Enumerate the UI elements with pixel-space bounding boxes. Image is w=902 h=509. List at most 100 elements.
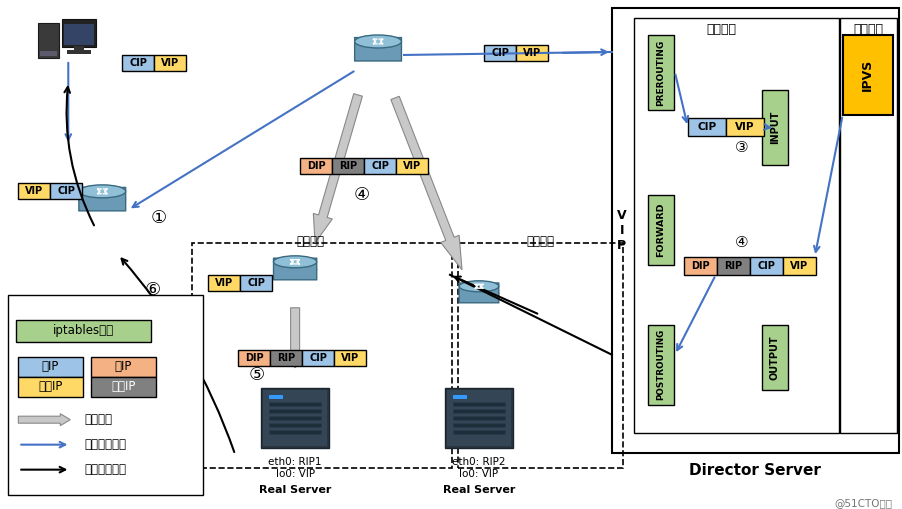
Bar <box>687 118 725 136</box>
Bar <box>269 409 320 413</box>
Text: VIP: VIP <box>789 261 807 271</box>
Bar <box>16 320 151 342</box>
Bar <box>761 90 787 165</box>
Bar <box>18 357 83 377</box>
Bar <box>445 388 512 448</box>
Text: ①: ① <box>150 209 166 227</box>
Text: ⑥: ⑥ <box>144 281 161 299</box>
Ellipse shape <box>273 264 317 276</box>
Bar <box>453 430 504 435</box>
Text: V
I
P: V I P <box>616 209 626 252</box>
Ellipse shape <box>459 288 498 299</box>
Bar <box>515 45 548 61</box>
Text: iptables的链: iptables的链 <box>53 324 115 337</box>
Bar <box>51 183 82 199</box>
Text: VIP: VIP <box>402 161 420 171</box>
Bar <box>67 50 91 54</box>
Text: 隧道流向: 隧道流向 <box>84 413 112 426</box>
Text: eth0: RIP2: eth0: RIP2 <box>452 457 505 467</box>
Bar <box>122 55 154 71</box>
Bar <box>612 8 897 453</box>
Bar <box>74 46 84 51</box>
Ellipse shape <box>273 256 317 268</box>
Text: CIP: CIP <box>757 261 774 271</box>
Text: VIP: VIP <box>215 278 233 288</box>
Bar <box>240 275 272 291</box>
Bar <box>299 158 332 174</box>
Bar <box>453 409 504 413</box>
Text: CIP: CIP <box>129 58 147 68</box>
Bar <box>647 325 673 405</box>
Bar <box>647 35 673 110</box>
Bar <box>302 350 334 366</box>
Bar <box>396 158 428 174</box>
Text: 响应报文流向: 响应报文流向 <box>84 463 126 476</box>
Text: CIP: CIP <box>247 278 265 288</box>
Bar <box>633 18 838 433</box>
Text: VIP: VIP <box>734 122 754 132</box>
Text: DIP: DIP <box>244 353 263 363</box>
Text: FORWARD: FORWARD <box>656 203 665 257</box>
FancyBboxPatch shape <box>354 38 401 61</box>
Bar <box>453 423 504 427</box>
Bar <box>842 35 892 115</box>
Text: OUTPUT: OUTPUT <box>769 335 779 380</box>
Bar <box>483 45 515 61</box>
Bar <box>208 275 240 291</box>
Bar <box>238 350 270 366</box>
Text: 请求报文流向: 请求报文流向 <box>84 438 126 451</box>
Bar <box>647 195 673 265</box>
Bar <box>683 257 716 275</box>
Bar <box>269 395 282 399</box>
Text: CIP: CIP <box>58 186 75 196</box>
Text: ⑤: ⑤ <box>249 366 265 384</box>
Bar <box>91 357 156 377</box>
Bar <box>192 243 452 468</box>
Text: POSTROUTING: POSTROUTING <box>656 329 665 401</box>
Text: ④: ④ <box>354 186 370 204</box>
FancyArrow shape <box>285 308 305 367</box>
Text: RIP: RIP <box>338 161 357 171</box>
Bar <box>453 416 504 420</box>
Text: @51CTO博客: @51CTO博客 <box>833 498 892 507</box>
FancyBboxPatch shape <box>273 258 317 280</box>
Text: VIP: VIP <box>341 353 359 363</box>
Bar <box>269 423 320 427</box>
Text: 用户空间: 用户空间 <box>852 23 882 37</box>
Text: CIP: CIP <box>491 48 509 58</box>
Text: RIP: RIP <box>723 261 741 271</box>
Bar <box>91 377 156 397</box>
Bar <box>269 402 320 406</box>
Bar <box>332 158 364 174</box>
Text: eth0: RIP1: eth0: RIP1 <box>268 457 321 467</box>
Text: 图注: 图注 <box>136 302 153 316</box>
Text: VIP: VIP <box>161 58 179 68</box>
Bar <box>839 18 896 433</box>
Text: INPUT: INPUT <box>769 111 779 144</box>
Text: lo0: VIP: lo0: VIP <box>275 469 314 478</box>
Bar <box>749 257 782 275</box>
Bar <box>18 377 83 397</box>
Text: 源IP: 源IP <box>115 360 132 373</box>
Text: PREROUTING: PREROUTING <box>656 39 665 105</box>
Bar <box>446 390 511 446</box>
Bar <box>262 390 327 446</box>
Ellipse shape <box>78 193 125 207</box>
Text: 目标IP: 目标IP <box>38 380 62 393</box>
Bar <box>41 51 57 56</box>
Bar <box>453 395 466 399</box>
Ellipse shape <box>459 281 498 292</box>
Bar <box>269 430 320 435</box>
Text: CIP: CIP <box>371 161 389 171</box>
Bar <box>725 118 763 136</box>
Text: DIP: DIP <box>690 261 709 271</box>
Bar <box>761 325 787 390</box>
FancyArrow shape <box>18 414 70 426</box>
Bar <box>18 183 51 199</box>
Bar <box>334 350 365 366</box>
Text: ③: ③ <box>734 140 748 155</box>
FancyArrow shape <box>313 94 362 243</box>
Bar <box>61 19 97 47</box>
FancyBboxPatch shape <box>458 283 498 303</box>
FancyArrow shape <box>391 96 462 270</box>
